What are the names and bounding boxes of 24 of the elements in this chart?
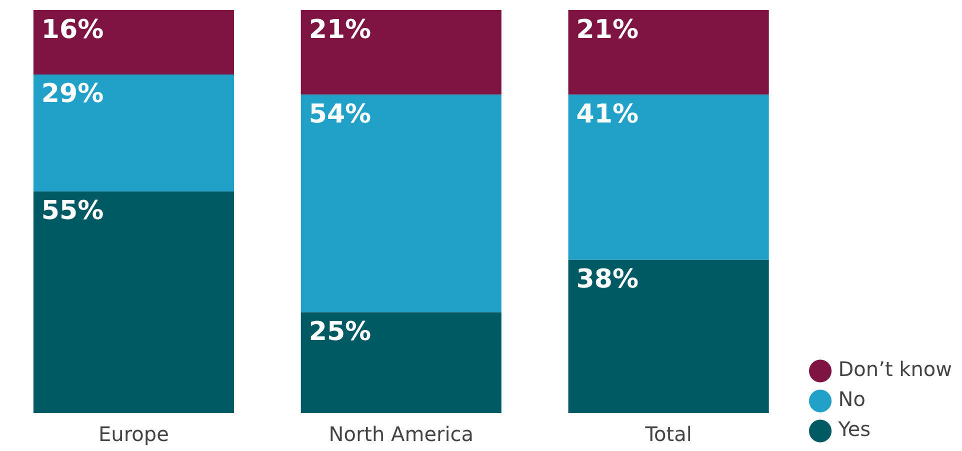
data-label: 41% [576,99,639,130]
x-tick-label: Europe [98,422,169,446]
bar [568,10,769,95]
data-label: 16% [41,14,104,45]
bar [33,191,234,413]
legend-label: Yes [837,417,871,442]
bar [300,10,502,95]
data-label: 21% [576,14,639,45]
bar [300,312,502,413]
legend-label: Don’t know [838,357,952,382]
bar [33,74,234,192]
bar [568,94,769,260]
data-label: 55% [41,196,104,226]
data-label: 38% [576,264,639,295]
bar [568,260,769,413]
bar [33,10,234,74]
data-label: 21% [308,14,372,45]
legend-label: No [838,387,866,412]
x-tick-label: Total [644,422,692,446]
data-label: 54% [308,99,372,130]
x-tick-label: North America [328,422,474,446]
data-label: 29% [41,79,104,110]
data-label: 25% [308,317,372,347]
bar [300,94,502,312]
